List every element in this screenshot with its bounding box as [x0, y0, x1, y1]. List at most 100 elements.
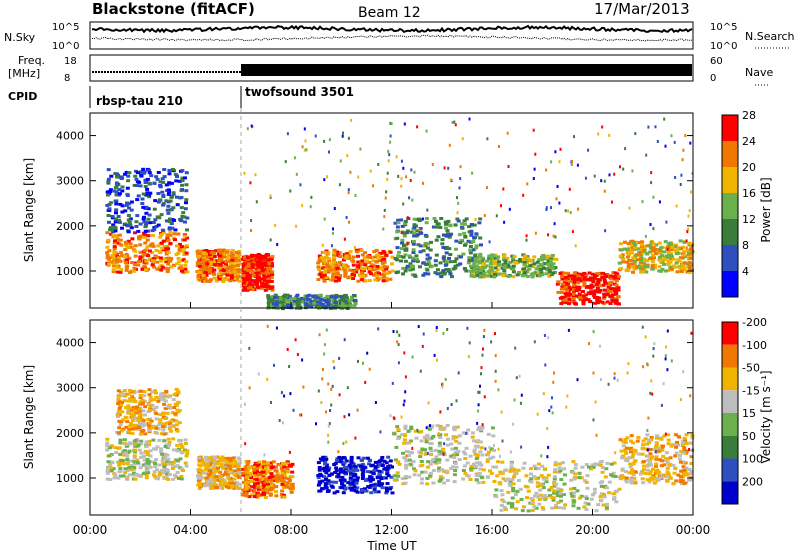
- data-cell: [646, 454, 651, 458]
- data-cell: [146, 217, 151, 221]
- data-cell: [452, 428, 457, 432]
- data-cell: [637, 252, 642, 256]
- data-cell: [260, 261, 265, 265]
- scatter-cell: [459, 177, 462, 181]
- data-cell: [436, 222, 441, 226]
- data-cell: [162, 432, 167, 436]
- data-cell: [232, 477, 237, 481]
- data-cell: [542, 467, 547, 471]
- data-cell: [388, 487, 392, 491]
- data-cell: [214, 249, 219, 253]
- data-cell: [337, 260, 342, 264]
- data-cell: [107, 446, 112, 450]
- data-cell: [673, 245, 678, 249]
- data-cell: [220, 261, 225, 265]
- scatter-cell: [405, 175, 408, 179]
- data-cell: [659, 475, 664, 479]
- data-cell: [477, 261, 482, 265]
- data-cell: [557, 466, 562, 470]
- data-cell: [418, 455, 423, 459]
- data-cell: [469, 233, 474, 237]
- data-cell: [319, 297, 324, 301]
- data-cell: [586, 465, 591, 469]
- data-cell: [540, 506, 545, 510]
- data-cell: [343, 263, 348, 267]
- data-cell: [252, 474, 257, 478]
- data-cell: [177, 477, 182, 480]
- data-cell: [489, 265, 493, 269]
- scatter-cell: [431, 163, 434, 166]
- data-cell: [586, 291, 591, 295]
- data-cell: [118, 400, 122, 404]
- data-cell: [645, 263, 650, 267]
- data-cell: [251, 274, 256, 278]
- data-cell: [141, 192, 146, 196]
- data-cell: [142, 394, 147, 398]
- data-cell: [116, 389, 121, 393]
- data-cell: [125, 454, 130, 458]
- data-cell: [457, 441, 462, 445]
- data-cell: [577, 471, 582, 475]
- data-cell: [418, 265, 422, 269]
- data-cell: [113, 186, 118, 190]
- data-cell: [367, 458, 372, 462]
- scatter-cell: [534, 231, 537, 235]
- data-cell: [367, 462, 372, 466]
- data-cell: [592, 276, 597, 279]
- data-cell: [477, 221, 482, 225]
- data-cell: [163, 452, 168, 456]
- data-cell: [138, 413, 143, 417]
- data-cell: [395, 225, 400, 229]
- data-cell: [168, 242, 173, 245]
- data-cell: [325, 265, 330, 268]
- data-cell: [582, 280, 587, 284]
- scatter-cell: [543, 334, 546, 337]
- data-cell: [520, 274, 525, 278]
- data-cell: [234, 268, 239, 272]
- data-cell: [113, 229, 118, 233]
- scatter-cell: [622, 167, 625, 171]
- data-cell: [581, 296, 586, 300]
- data-cell: [152, 398, 156, 402]
- data-cell: [319, 256, 324, 260]
- data-cell: [217, 259, 222, 263]
- data-cell: [655, 472, 660, 476]
- data-cell: [206, 479, 211, 483]
- data-cell: [172, 406, 177, 409]
- data-cell: [673, 433, 678, 437]
- data-cell: [438, 226, 443, 229]
- data-cell: [256, 275, 261, 279]
- data-cell: [117, 419, 122, 423]
- data-cell: [572, 301, 577, 305]
- data-cell: [133, 477, 138, 481]
- data-cell: [573, 472, 578, 476]
- data-cell: [335, 304, 339, 308]
- scatter-cell: [286, 132, 289, 136]
- data-cell: [577, 292, 582, 296]
- data-cell: [511, 275, 516, 279]
- data-cell: [152, 226, 157, 230]
- data-cell: [132, 473, 136, 477]
- data-cell: [534, 477, 539, 481]
- data-cell: [340, 304, 345, 308]
- data-cell: [580, 290, 585, 293]
- data-cell: [250, 269, 255, 273]
- data-cell: [595, 286, 600, 290]
- data-cell: [463, 234, 468, 238]
- data-cell: [241, 274, 246, 278]
- data-cell: [343, 294, 347, 298]
- scatter-cell: [474, 217, 477, 221]
- beam-title: Beam 12: [358, 5, 421, 21]
- data-cell: [658, 458, 663, 462]
- data-cell: [197, 458, 202, 462]
- data-cell: [198, 278, 202, 282]
- data-cell: [406, 429, 411, 433]
- data-cell: [196, 474, 200, 478]
- data-cell: [632, 480, 637, 484]
- data-cell: [530, 275, 535, 279]
- data-cell: [337, 251, 342, 255]
- data-cell: [124, 203, 129, 207]
- data-cell: [604, 486, 609, 490]
- data-cell: [176, 459, 181, 463]
- data-cell: [541, 253, 546, 257]
